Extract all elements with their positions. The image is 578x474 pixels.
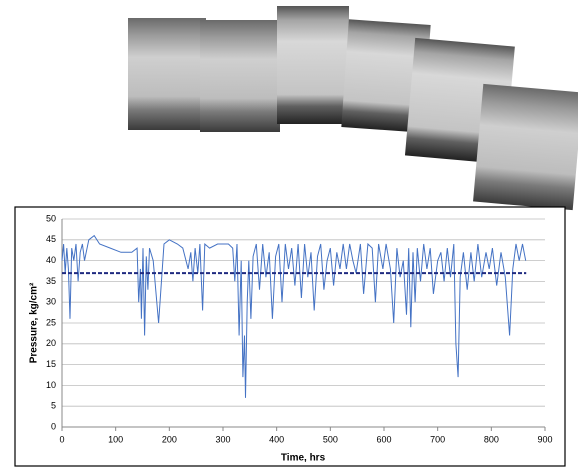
y-tick-label: 25 [46, 317, 56, 327]
y-tick-label: 35 [46, 276, 56, 286]
x-tick-label: 900 [537, 434, 552, 444]
x-tick-label: 400 [269, 434, 284, 444]
y-tick-label: 45 [46, 234, 56, 244]
x-tick-label: 500 [323, 434, 338, 444]
y-tick-label: 30 [46, 297, 56, 307]
photo [277, 6, 349, 124]
photo [200, 20, 280, 132]
x-tick-label: 0 [59, 434, 64, 444]
x-tick-label: 300 [215, 434, 230, 444]
data-line [61, 234, 527, 398]
y-tick-label: 0 [51, 421, 56, 431]
photo [128, 18, 206, 130]
x-tick-label: 700 [430, 434, 445, 444]
photo [341, 19, 431, 133]
y-tick-label: 40 [46, 255, 56, 265]
x-tick-label: 200 [162, 434, 177, 444]
y-axis-title: Pressure, kg/cm² [29, 282, 40, 363]
x-tick-label: 800 [484, 434, 499, 444]
x-axis-title: Time, hrs [281, 453, 326, 464]
y-tick-label: 10 [46, 380, 56, 390]
photo [473, 83, 578, 211]
x-tick-label: 600 [376, 434, 391, 444]
x-tick-label: 100 [108, 434, 123, 444]
y-tick-label: 15 [46, 359, 56, 369]
y-tick-label: 20 [46, 338, 56, 348]
y-tick-label: 50 [46, 213, 56, 223]
micrographs [128, 6, 578, 211]
y-tick-label: 5 [51, 401, 56, 411]
chart-frame [14, 206, 566, 467]
